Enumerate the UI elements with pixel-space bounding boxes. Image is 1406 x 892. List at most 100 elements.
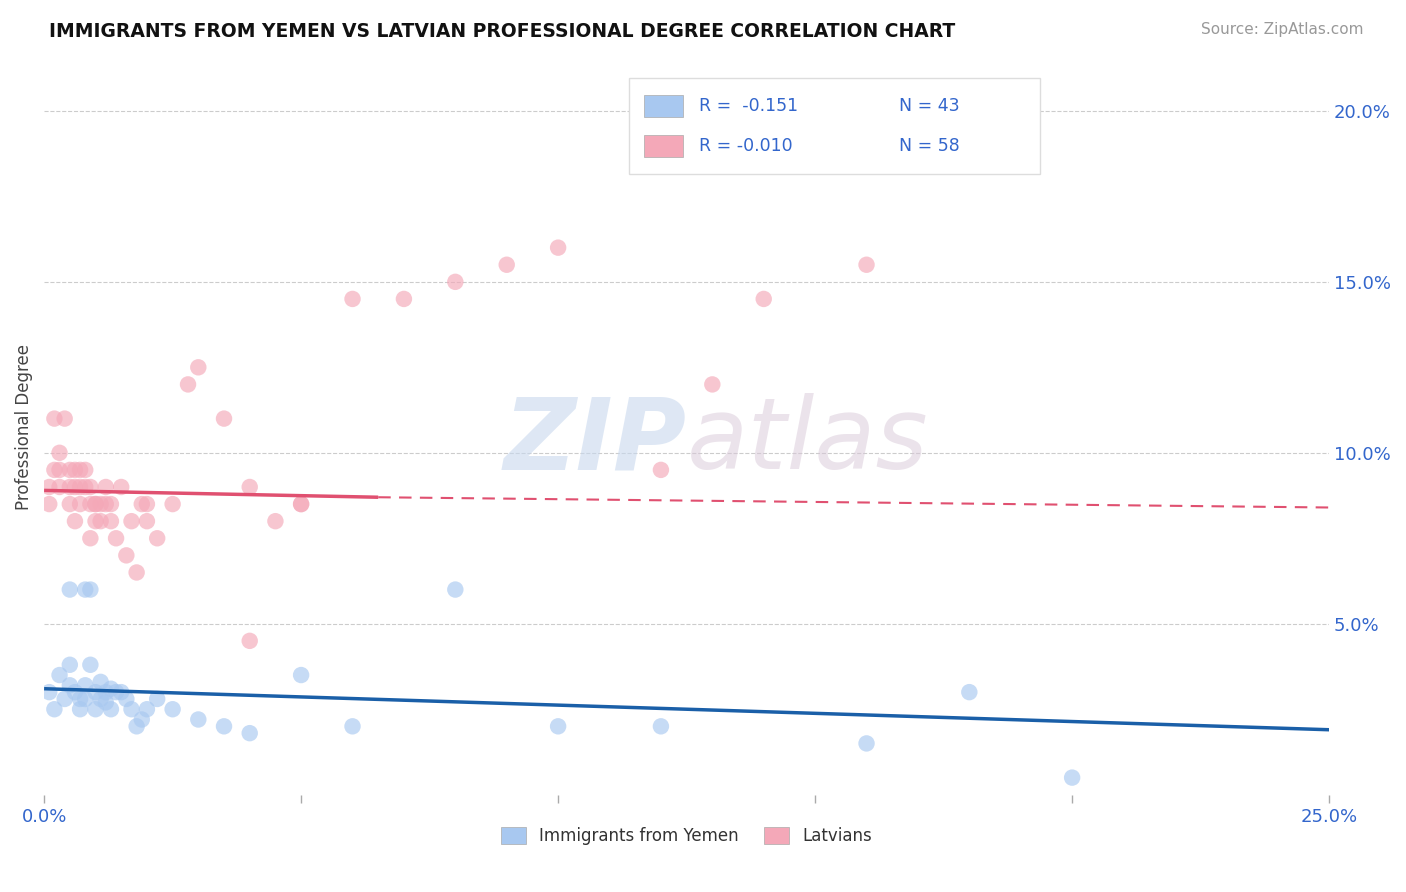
Point xyxy=(239,726,262,740)
Point xyxy=(115,692,138,706)
Point xyxy=(75,480,97,494)
Point xyxy=(94,695,117,709)
Bar xyxy=(644,95,683,117)
Point xyxy=(44,411,66,425)
Point xyxy=(125,719,148,733)
Text: IMMIGRANTS FROM YEMEN VS LATVIAN PROFESSIONAL DEGREE CORRELATION CHART: IMMIGRANTS FROM YEMEN VS LATVIAN PROFESS… xyxy=(49,22,956,41)
Point xyxy=(135,497,157,511)
Point xyxy=(146,531,169,545)
Point xyxy=(100,702,122,716)
Point xyxy=(79,657,101,672)
Point xyxy=(38,480,60,494)
Point xyxy=(48,480,70,494)
Point xyxy=(547,719,569,733)
Point xyxy=(79,480,101,494)
Point xyxy=(38,497,60,511)
Point xyxy=(75,678,97,692)
Point xyxy=(650,719,672,733)
Point xyxy=(75,692,97,706)
Point xyxy=(75,463,97,477)
Point xyxy=(69,692,91,706)
Point xyxy=(63,480,86,494)
Point xyxy=(90,674,112,689)
Point xyxy=(162,497,184,511)
Bar xyxy=(644,135,683,157)
Point xyxy=(75,582,97,597)
Point xyxy=(63,463,86,477)
Point xyxy=(105,531,128,545)
Point xyxy=(855,258,877,272)
Point xyxy=(702,377,724,392)
Point xyxy=(135,702,157,716)
Point xyxy=(84,685,107,699)
Text: R = -0.010: R = -0.010 xyxy=(699,136,793,154)
Point xyxy=(90,497,112,511)
Point xyxy=(290,497,312,511)
Point xyxy=(79,582,101,597)
Point xyxy=(100,681,122,696)
Point xyxy=(264,514,287,528)
Point xyxy=(44,702,66,716)
Point xyxy=(290,497,312,511)
Point xyxy=(63,685,86,699)
Point xyxy=(53,411,76,425)
Point xyxy=(110,685,132,699)
Point xyxy=(177,377,200,392)
Point xyxy=(90,692,112,706)
Point xyxy=(212,411,235,425)
Text: Source: ZipAtlas.com: Source: ZipAtlas.com xyxy=(1201,22,1364,37)
Point xyxy=(212,719,235,733)
Point xyxy=(48,463,70,477)
Point xyxy=(239,480,262,494)
Point xyxy=(90,514,112,528)
Text: N = 58: N = 58 xyxy=(898,136,959,154)
Point xyxy=(48,446,70,460)
Point xyxy=(59,657,82,672)
Point xyxy=(59,582,82,597)
Point xyxy=(94,497,117,511)
Point xyxy=(146,692,169,706)
Point xyxy=(110,480,132,494)
Point xyxy=(547,241,569,255)
Legend: Immigrants from Yemen, Latvians: Immigrants from Yemen, Latvians xyxy=(501,827,872,846)
Point xyxy=(392,292,415,306)
Point xyxy=(100,514,122,528)
Point xyxy=(84,497,107,511)
Point xyxy=(69,480,91,494)
Point xyxy=(84,702,107,716)
Text: N = 43: N = 43 xyxy=(898,97,959,115)
Point xyxy=(79,497,101,511)
Point xyxy=(342,292,364,306)
Point xyxy=(38,685,60,699)
Point xyxy=(1062,771,1084,785)
Point xyxy=(63,514,86,528)
Point xyxy=(115,549,138,563)
Point xyxy=(84,497,107,511)
Point xyxy=(957,685,980,699)
Point xyxy=(59,678,82,692)
Point xyxy=(53,692,76,706)
Y-axis label: Professional Degree: Professional Degree xyxy=(15,344,32,510)
Point xyxy=(187,360,209,375)
Point xyxy=(100,497,122,511)
Point xyxy=(59,497,82,511)
Point xyxy=(84,514,107,528)
Point xyxy=(59,480,82,494)
Point xyxy=(855,736,877,750)
Point xyxy=(94,685,117,699)
Point xyxy=(69,463,91,477)
Point xyxy=(69,497,91,511)
Bar xyxy=(628,78,1040,174)
Point xyxy=(125,566,148,580)
Point xyxy=(131,497,153,511)
Point xyxy=(69,702,91,716)
Point xyxy=(444,582,467,597)
Point xyxy=(444,275,467,289)
Point xyxy=(187,713,209,727)
Point xyxy=(162,702,184,716)
Point xyxy=(239,633,262,648)
Point xyxy=(44,463,66,477)
Text: R =  -0.151: R = -0.151 xyxy=(699,97,799,115)
Text: ZIP: ZIP xyxy=(503,393,686,491)
Point xyxy=(121,514,143,528)
